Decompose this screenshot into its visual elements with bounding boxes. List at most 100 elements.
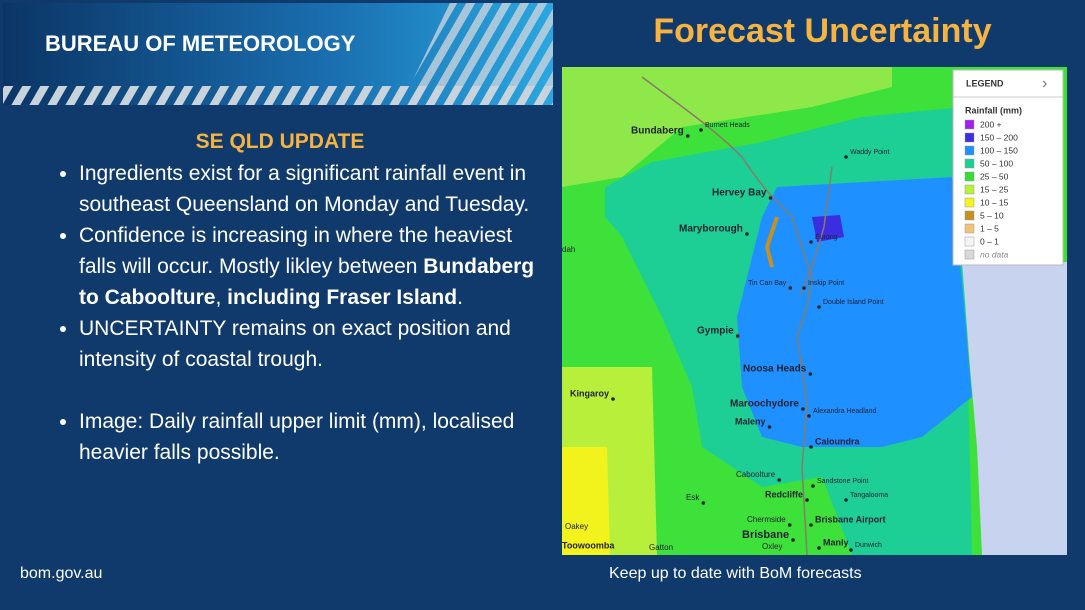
place-label: Brisbane — [742, 529, 789, 541]
place-label: Caboolture — [736, 470, 776, 479]
place-label: Inskip Point — [808, 280, 844, 287]
place-dot — [849, 548, 853, 552]
legend-label: 5 – 10 — [980, 210, 1004, 220]
place-label: dah — [562, 245, 575, 254]
header-banner: BUREAU OF METEOROLOGY — [3, 3, 553, 105]
place-dot — [808, 372, 813, 376]
place-label: Gatton — [649, 543, 673, 552]
legend-arrow[interactable]: › — [1042, 75, 1047, 92]
place-label: Maroochydore — [730, 399, 799, 410]
place-label: Esk — [686, 493, 700, 502]
place-label: Bundaberg — [631, 126, 684, 137]
place-dot — [811, 484, 815, 488]
legend-label: 10 – 15 — [980, 197, 1009, 207]
place-dot — [807, 414, 811, 418]
legend-swatch — [964, 236, 975, 247]
legend-label: 25 – 50 — [980, 171, 1009, 181]
bullet-text: , — [215, 286, 228, 309]
place-dot — [768, 196, 773, 200]
legend-label: 150 – 200 — [980, 132, 1018, 142]
bullet-text: . — [457, 286, 463, 309]
update-heading: SE QLD UPDATE — [195, 130, 365, 153]
place-label: Maleny — [735, 416, 766, 426]
place-label: Alexandra Headland — [813, 408, 877, 415]
legend-swatch — [964, 158, 975, 169]
place-dot — [685, 134, 690, 138]
bullet-text: Ingredients exist for a significant rain… — [79, 162, 530, 216]
bullet-text: Confidence is increasing in where the he… — [79, 224, 513, 278]
legend-label: 200 + — [980, 119, 1002, 129]
legend-swatch — [964, 184, 975, 195]
bullet: Ingredients exist for a significant rain… — [79, 158, 539, 220]
place-dot — [805, 498, 809, 502]
footer-left: bom.gov.au — [20, 565, 103, 582]
place-dot — [788, 286, 793, 290]
place-dot — [809, 240, 813, 244]
place-label: Oxley — [762, 542, 782, 551]
legend-label: 15 – 25 — [980, 184, 1009, 194]
place-label: Eurong — [815, 234, 838, 241]
legend-swatch — [964, 171, 975, 182]
legend-swatch — [964, 119, 975, 130]
place-label: Oakey — [565, 522, 588, 531]
place-dot — [844, 155, 848, 159]
place-dot — [809, 445, 813, 449]
place-label: Hervey Bay — [712, 188, 767, 199]
place-dot — [701, 501, 706, 505]
place-dot — [809, 523, 813, 527]
place-dot — [801, 407, 805, 411]
place-dot — [611, 397, 615, 401]
rainfall-map: LEGEND › Rainfall (mm) 200 + 150 – 200 100… — [562, 67, 1067, 555]
place-dot — [767, 425, 772, 429]
place-label: Toowoomba — [562, 540, 615, 550]
place-label: Dunwich — [855, 542, 882, 549]
place-label: Brisbane Airport — [815, 514, 886, 524]
legend-subtitle: Rainfall (mm) — [965, 105, 1022, 115]
place-dot — [817, 305, 821, 309]
place-label: Chermside — [747, 515, 786, 524]
bullet: UNCERTAINTY remains on exact position an… — [79, 313, 539, 375]
place-label: Gympie — [697, 326, 734, 337]
legend-label: 50 – 100 — [980, 158, 1013, 168]
place-dot — [844, 498, 848, 502]
bullet-text: Bundaberg to Caboolture — [79, 255, 535, 309]
place-label: Caloundra — [815, 436, 860, 446]
place-label: Burnett Heads — [705, 122, 750, 129]
place-label: Waddy Point — [850, 149, 889, 156]
legend-swatch — [964, 197, 975, 208]
place-dot — [791, 538, 795, 542]
bullet-text: including Fraser Island — [227, 286, 458, 309]
title: Forecast Uncertainty — [653, 12, 992, 50]
legend-swatch — [964, 223, 975, 234]
bullet-list: Ingredients exist for a significant rain… — [52, 158, 539, 468]
place-label: Redcliffe — [765, 489, 803, 499]
legend-label: 100 – 150 — [980, 145, 1018, 155]
legend-swatch — [964, 249, 975, 260]
org-name: BUREAU OF METEOROLOGY — [45, 31, 356, 56]
legend-swatch — [964, 210, 975, 221]
legend-title: LEGEND — [966, 78, 1004, 88]
bullet-text: Image: Daily rainfall upper limit (mm), … — [79, 410, 515, 464]
place-label: Tin Can Bay — [748, 280, 787, 287]
place-dot — [699, 128, 703, 132]
place-dot — [817, 546, 821, 550]
place-label: Double Island Point — [823, 299, 884, 306]
legend-swatch — [964, 132, 975, 143]
legend-label: no data — [980, 249, 1009, 259]
place-label: Sandstone Point — [817, 478, 868, 485]
bullet: Confidence is increasing in where the he… — [79, 220, 539, 313]
place-dot — [777, 478, 781, 482]
place-dot — [735, 334, 740, 338]
place-label: Noosa Heads — [743, 364, 807, 375]
place-label: Manly — [823, 537, 849, 547]
place-dot — [745, 232, 749, 236]
place-label: Kingaroy — [570, 388, 609, 398]
legend-swatch — [964, 145, 975, 156]
bullet-text: UNCERTAINTY remains on exact position an… — [79, 317, 511, 371]
legend-label: 1 – 5 — [980, 223, 999, 233]
place-dot — [787, 523, 792, 527]
place-label: Tangalooma — [850, 492, 888, 499]
footer-right: Keep up to date with BoM forecasts — [609, 565, 862, 582]
place-dot — [802, 286, 806, 290]
